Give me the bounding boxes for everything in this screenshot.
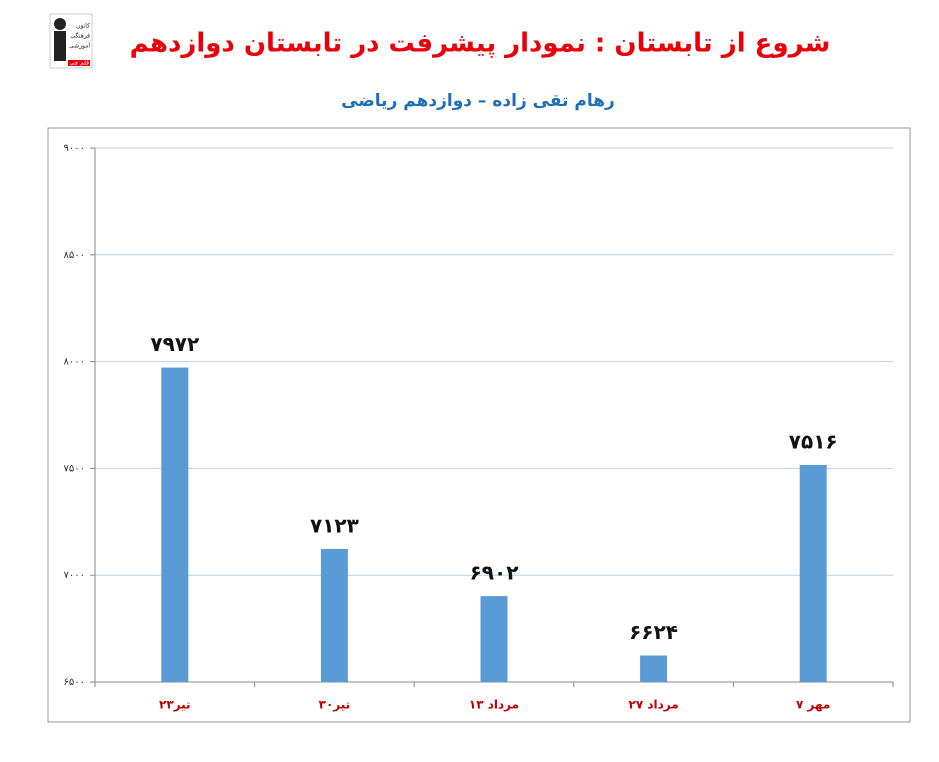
plot-frame <box>47 127 911 723</box>
logo-figure <box>54 31 66 61</box>
data-label: ۷۵۱۶ <box>789 429 838 453</box>
chart-title: شروع از تابستان : نمودار پیشرفت در تابست… <box>130 29 831 59</box>
logo-band <box>68 60 90 66</box>
x-tick-label: ۲۳تیر <box>159 698 191 712</box>
x-tick-label: ۷ مهر <box>796 698 830 712</box>
data-label: ۷۹۷۲ <box>150 332 199 356</box>
data-label: ۷۱۲۳ <box>310 513 359 537</box>
y-tick-label: ۷۵۰۰ <box>64 463 85 474</box>
logo: کانون فرهنگی آموزشی قلم چی <box>49 13 93 69</box>
x-tick-label: ۱۳ مرداد <box>469 698 519 712</box>
x-tick-label: ۳۰تیر <box>319 698 351 712</box>
y-tick-label: ۹۰۰۰ <box>64 143 85 154</box>
y-tick-label: ۸۵۰۰ <box>64 250 85 261</box>
bar <box>480 596 508 682</box>
data-label: ۶۹۰۲ <box>470 561 519 585</box>
y-tick-label: ۷۰۰۰ <box>64 570 85 581</box>
logo-text: آموزشی <box>69 41 90 50</box>
bar <box>161 367 189 682</box>
logo-text: کانون <box>76 23 90 30</box>
x-tick-label: ۲۷ مرداد <box>629 698 679 712</box>
bar <box>640 655 668 682</box>
y-tick-label: ۸۰۰۰ <box>64 357 85 368</box>
data-label: ۶۶۲۴ <box>629 620 678 644</box>
bar <box>799 464 827 682</box>
bar <box>320 548 348 682</box>
logo-figure <box>54 18 66 30</box>
chart-subtitle: رهام تقی زاده – دوازدهم ریاضی <box>341 91 615 111</box>
logo-text: قلم چی <box>70 60 90 67</box>
logo-text: فرهنگی <box>71 32 91 40</box>
y-tick-label: ۶۵۰۰ <box>64 677 85 688</box>
